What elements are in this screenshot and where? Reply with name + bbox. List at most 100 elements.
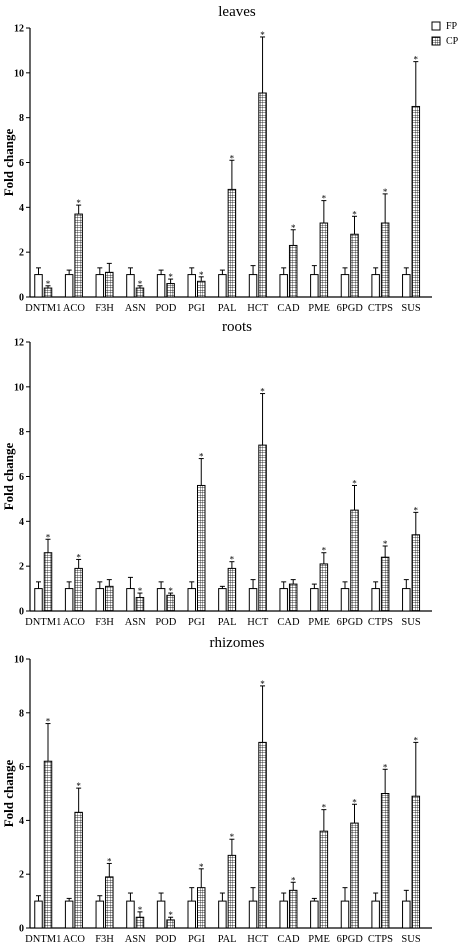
significance-marker: * (230, 832, 235, 842)
bar-fp (218, 588, 227, 612)
bar-fp (279, 588, 288, 612)
x-tick-label: HCT (247, 303, 269, 314)
bar-fp (340, 900, 350, 929)
bar-cp (74, 811, 83, 929)
significance-marker: * (260, 30, 265, 40)
bar-fp (34, 900, 43, 929)
significance-marker: * (414, 505, 419, 515)
significance-marker: * (383, 762, 388, 772)
y-axis-label: Fold change (1, 760, 16, 828)
significance-marker: * (260, 387, 265, 397)
x-tick-label: SUS (401, 303, 420, 314)
bar-cp (350, 822, 359, 929)
bar-cp (411, 795, 421, 929)
bar-fp (95, 274, 105, 298)
x-tick-label: POD (155, 934, 176, 945)
x-tick-label: PME (308, 303, 330, 314)
x-tick-label: POD (155, 617, 176, 628)
legend-swatch-fp (431, 21, 441, 31)
bar-cp (43, 760, 53, 929)
bar-cp (74, 567, 83, 612)
y-tick-label: 12 (14, 24, 24, 35)
bar-fp (187, 588, 196, 612)
bar-cp (166, 594, 175, 612)
significance-marker: * (168, 910, 173, 920)
bar-cp (319, 563, 329, 612)
bar-cp (227, 567, 237, 612)
y-tick-label: 6 (19, 762, 24, 773)
bar-cp (197, 484, 206, 612)
x-tick-label: DNTM1 (25, 934, 61, 945)
x-tick-label: 6PGD (337, 934, 364, 945)
bar-cp (258, 92, 267, 298)
bar-cp (197, 887, 206, 929)
bar-cp (135, 287, 145, 298)
bar-cp (380, 222, 390, 298)
y-axis-label: Fold change (1, 443, 16, 511)
bar-cp (258, 741, 267, 929)
x-tick-label: DNTM1 (25, 617, 61, 628)
bar-cp (166, 919, 175, 929)
bar-fp (218, 274, 227, 298)
significance-marker: * (46, 717, 51, 727)
x-tick-label: F3H (95, 934, 114, 945)
chart-panel-1: roots Fold change 0 2 4 6 8 10 12 * DNTM1 * ACO F3H * A… (1, 319, 432, 628)
x-tick-label: CAD (277, 303, 300, 314)
y-tick-label: 2 (19, 562, 24, 573)
chart-title: leaves (218, 4, 256, 20)
bar-cp (135, 597, 145, 612)
y-tick-label: 6 (19, 472, 24, 483)
bar-fp (34, 588, 43, 612)
x-tick-label: ASN (125, 617, 146, 628)
x-tick-label: POD (155, 303, 176, 314)
bar-fp (64, 274, 74, 298)
x-tick-label: HCT (247, 617, 269, 628)
significance-marker: * (291, 223, 296, 233)
y-tick-label: 4 (19, 816, 24, 827)
x-tick-label: SUS (401, 934, 420, 945)
significance-marker: * (199, 270, 204, 280)
significance-marker: * (414, 735, 419, 745)
y-tick-label: 4 (19, 517, 24, 528)
significance-marker: * (76, 552, 81, 562)
bar-fp (402, 900, 411, 929)
bar-cp (411, 105, 421, 298)
y-tick-label: 2 (19, 870, 24, 881)
x-tick-label: ASN (125, 303, 146, 314)
y-tick-label: 10 (14, 382, 24, 393)
bar-fp (64, 588, 74, 612)
bar-cp (105, 271, 114, 298)
bar-fp (34, 274, 43, 298)
legend: FP CP (431, 21, 459, 47)
bar-fp (187, 900, 196, 929)
bar-fp (248, 274, 258, 298)
y-tick-label: 0 (19, 293, 24, 304)
bar-cp (288, 583, 298, 612)
significance-marker: * (291, 875, 296, 885)
bar-fp (187, 274, 196, 298)
bar-cp (135, 916, 145, 929)
bar-cp (74, 213, 83, 298)
bar-cp (258, 444, 267, 612)
significance-marker: * (46, 532, 51, 542)
y-tick-label: 0 (19, 607, 24, 618)
bar-fp (126, 274, 135, 298)
y-tick-label: 8 (19, 708, 24, 719)
y-tick-label: 0 (19, 924, 24, 935)
x-tick-label: PAL (218, 617, 237, 628)
bar-cp (350, 233, 359, 298)
significance-marker: * (199, 452, 204, 462)
significance-marker: * (107, 856, 112, 866)
bar-fp (95, 588, 105, 612)
bar-fp (156, 274, 166, 298)
x-tick-label: ASN (125, 934, 146, 945)
bar-cp (227, 188, 237, 298)
y-tick-label: 2 (19, 248, 24, 259)
significance-marker: * (76, 781, 81, 791)
bar-fp (340, 274, 350, 298)
significance-marker: * (46, 279, 51, 289)
bar-cp (43, 552, 53, 612)
bar-cp (411, 534, 421, 612)
y-tick-label: 4 (19, 203, 24, 214)
